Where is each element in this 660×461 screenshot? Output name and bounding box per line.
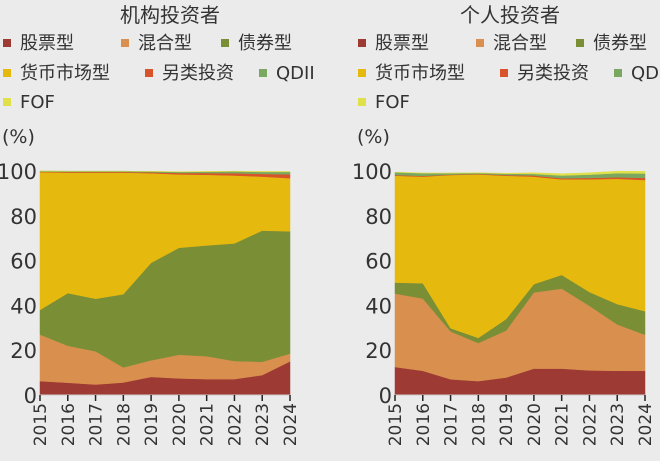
x-tick-label: 2017: [442, 403, 462, 446]
x-tick-label: 2021: [553, 403, 573, 446]
x-tick-label: 2024: [636, 403, 656, 446]
legend-item: FOF: [3, 92, 55, 113]
legend-label: 货币市场型: [375, 63, 465, 84]
legend-swatch: [614, 69, 622, 77]
legend-item: 货币市场型: [358, 63, 465, 84]
legend-swatch: [259, 69, 267, 77]
chart-title: 个人投资者: [460, 3, 560, 27]
legend-item: 债券型: [221, 33, 292, 54]
y-tick-label: 40: [10, 294, 37, 318]
legend-label: 货币市场型: [20, 63, 110, 84]
legend-item: QDII: [259, 63, 315, 84]
x-tick-label: 2018: [114, 403, 134, 446]
legend-label: FOF: [20, 92, 55, 113]
legend-swatch: [145, 69, 153, 77]
legend-item: 另类投资: [500, 63, 589, 84]
x-tick-label: 2016: [414, 403, 434, 446]
y-tick-label: 0: [24, 384, 37, 408]
legend-label: 另类投资: [517, 63, 589, 84]
y-axis-unit: (%): [357, 126, 390, 148]
legend-item: 货币市场型: [3, 63, 110, 84]
x-tick-label: 2024: [281, 403, 301, 446]
legend-swatch: [500, 69, 508, 77]
x-tick-label: 2015: [31, 403, 51, 446]
x-tick-label: 2023: [608, 403, 628, 446]
legend-label: FOF: [375, 92, 410, 113]
legend-swatch: [121, 39, 129, 47]
x-tick-label: 2019: [497, 403, 517, 446]
y-tick-label: 20: [10, 339, 37, 363]
legend-item: 另类投资: [145, 63, 234, 84]
x-tick-label: 2017: [87, 403, 107, 446]
legend-swatch: [3, 69, 11, 77]
y-tick-label: 20: [365, 339, 392, 363]
chart-title: 机构投资者: [120, 3, 220, 27]
legend-item: 股票型: [358, 33, 429, 54]
legend-label: 混合型: [493, 33, 547, 54]
legend-item: FOF: [358, 92, 410, 113]
area-series-7: [39, 170, 291, 173]
y-tick-label: 100: [352, 160, 392, 184]
legend-swatch: [476, 39, 484, 47]
legend-label: 债券型: [238, 33, 292, 54]
x-tick-label: 2022: [225, 403, 245, 446]
y-tick-label: 100: [0, 160, 37, 184]
legend-swatch: [576, 39, 584, 47]
y-tick-label: 80: [365, 205, 392, 229]
y-tick-label: 60: [365, 250, 392, 274]
y-tick-label: 60: [10, 250, 37, 274]
y-axis-unit: (%): [2, 126, 35, 148]
x-tick-label: 2020: [525, 403, 545, 446]
legend-label: 股票型: [20, 33, 74, 54]
legend-label: 债券型: [593, 33, 647, 54]
legend-label: 混合型: [138, 33, 192, 54]
legend-label: 另类投资: [162, 63, 234, 84]
y-tick-label: 80: [10, 205, 37, 229]
legend-item: 混合型: [476, 33, 547, 54]
legend-label: QDII: [631, 63, 660, 84]
legend-swatch: [221, 39, 229, 47]
area-series-7: [394, 170, 646, 176]
y-tick-label: 40: [365, 294, 392, 318]
legend-item: QDII: [614, 63, 660, 84]
legend-item: 混合型: [121, 33, 192, 54]
x-tick-label: 2015: [386, 403, 406, 446]
y-tick-label: 0: [379, 384, 392, 408]
x-tick-label: 2020: [170, 403, 190, 446]
legend-swatch: [3, 98, 11, 106]
legend-item: 股票型: [3, 33, 74, 54]
x-tick-label: 2016: [59, 403, 79, 446]
legend-label: QDII: [276, 63, 315, 84]
legend-label: 股票型: [375, 33, 429, 54]
x-tick-label: 2019: [142, 403, 162, 446]
x-tick-label: 2021: [198, 403, 218, 446]
legend-swatch: [358, 69, 366, 77]
x-tick-label: 2022: [580, 403, 600, 446]
legend-swatch: [3, 39, 11, 47]
legend-swatch: [358, 98, 366, 106]
x-tick-label: 2023: [253, 403, 273, 446]
legend-swatch: [358, 39, 366, 47]
legend-item: 债券型: [576, 33, 647, 54]
x-tick-label: 2018: [469, 403, 489, 446]
